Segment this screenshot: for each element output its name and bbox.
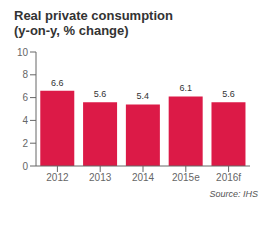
svg-text:6.1: 6.1: [179, 83, 192, 93]
svg-text:2016f: 2016f: [216, 172, 241, 183]
svg-text:5.4: 5.4: [137, 91, 150, 101]
svg-text:5.6: 5.6: [222, 89, 235, 99]
svg-text:5.6: 5.6: [94, 89, 107, 99]
svg-text:2013: 2013: [89, 172, 112, 183]
svg-text:2015e: 2015e: [172, 172, 200, 183]
svg-text:10: 10: [17, 47, 29, 58]
html-text:Real private consumption: Real private consumption: [14, 8, 173, 23]
svg-text:0: 0: [22, 161, 28, 172]
svg-text:2012: 2012: [46, 172, 69, 183]
svg-text:8: 8: [22, 69, 28, 80]
svg-text:6: 6: [22, 92, 28, 103]
svg-text:2014: 2014: [132, 172, 155, 183]
svg-text:6.6: 6.6: [51, 78, 64, 88]
html-text:(y-on-y, % change): (y-on-y, % change): [14, 23, 129, 38]
html-text:Source: IHS: Source: IHS: [209, 189, 258, 199]
svg-text:2: 2: [22, 138, 28, 149]
svg-text:4: 4: [22, 115, 28, 126]
